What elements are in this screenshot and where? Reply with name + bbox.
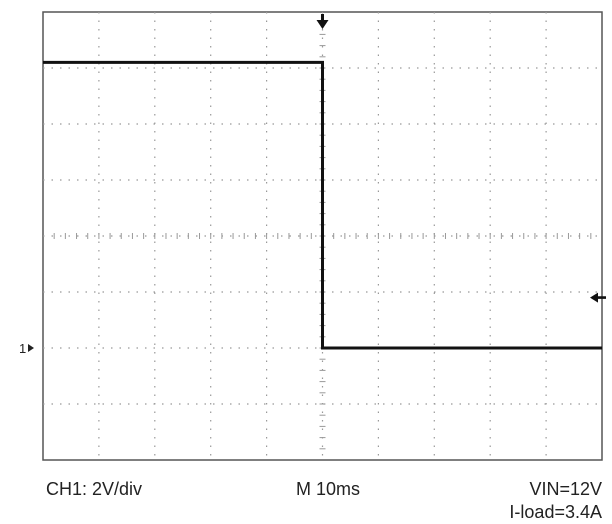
- load-current-label: I-load=3.4A: [509, 502, 602, 522]
- grid-tick-marks: [53, 22, 592, 450]
- channel-scale-label: CH1: 2V/div: [46, 479, 143, 499]
- trigger-level-arrow-icon: [590, 292, 606, 303]
- channel-ground-marker-icon: [28, 344, 34, 352]
- waveform-trace: [43, 60, 602, 350]
- input-voltage-label: VIN=12V: [529, 479, 602, 499]
- channel-marker-label: 1: [19, 341, 26, 356]
- trigger-time-arrow-icon: [316, 14, 329, 29]
- timebase-label: M 10ms: [296, 479, 361, 499]
- oscilloscope-plot: 1: [19, 11, 606, 461]
